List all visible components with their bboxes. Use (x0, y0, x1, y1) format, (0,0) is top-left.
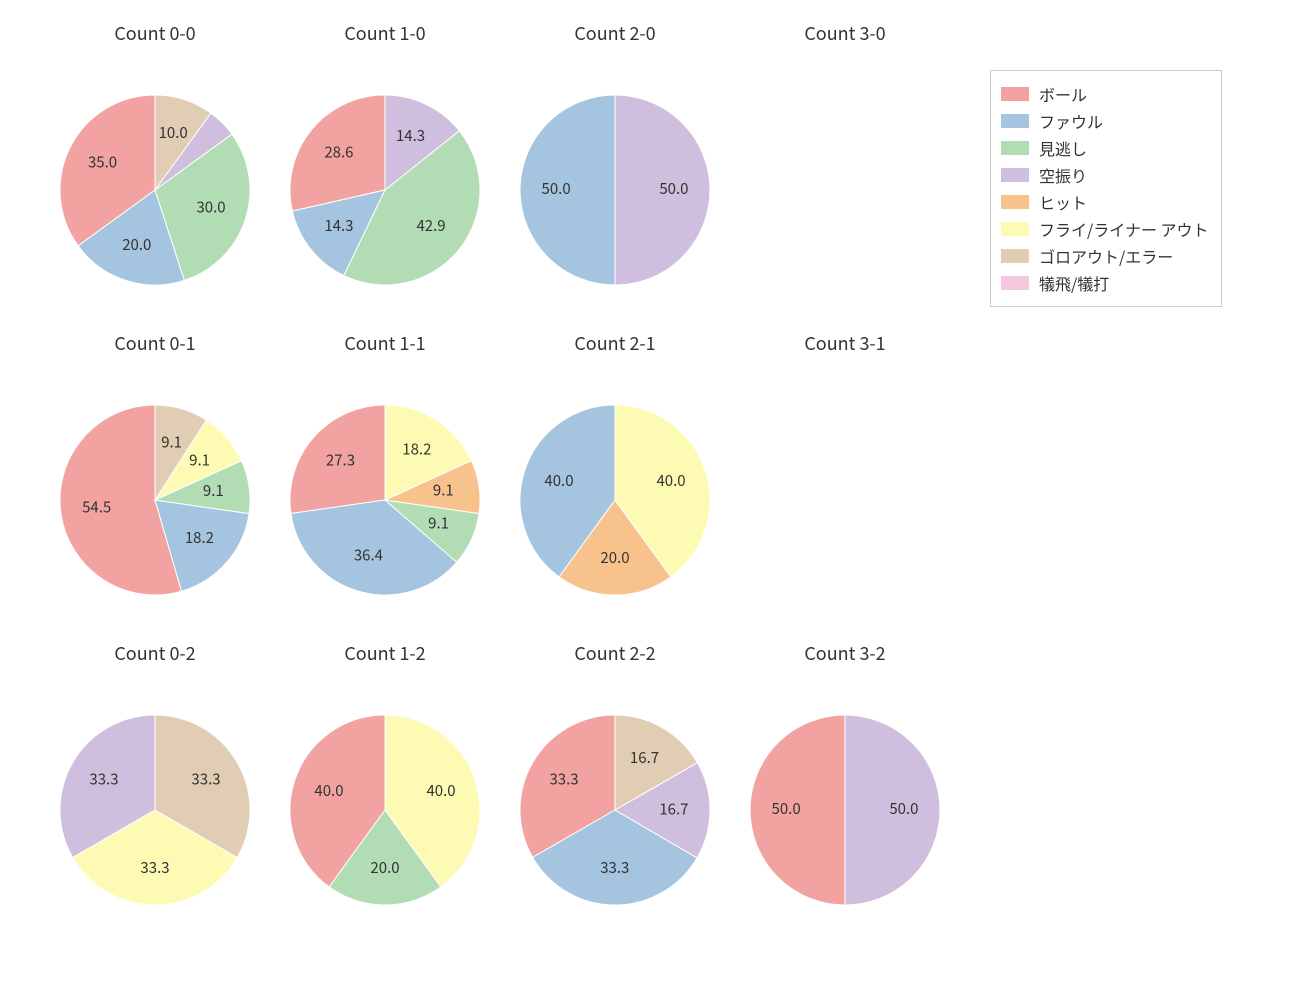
pie-slice-label: 9.1 (433, 480, 454, 501)
panel-title: Count 3-1 (730, 330, 960, 356)
pie-slice-label: 50.0 (659, 178, 688, 199)
legend-label: ファウル (1039, 109, 1103, 133)
pie-slice-label: 28.6 (324, 141, 353, 162)
pie-slice-label: 14.3 (396, 125, 425, 146)
pie-chart: 33.3 33.3 33.3 (40, 640, 270, 940)
pie-slice-label: 50.0 (772, 798, 801, 819)
pie-chart: 50.0 50.0 (730, 640, 960, 940)
pie-slice-label: 20.0 (600, 547, 629, 568)
panel-c00: Count 0-035.020.030.010.0 (40, 20, 270, 320)
legend-item: フライ/ライナー アウト (1001, 217, 1209, 241)
pie-slice-label: 9.1 (428, 513, 449, 534)
pie-slice-label: 14.3 (324, 215, 353, 236)
legend-swatch (1001, 168, 1029, 182)
pie-chart: 40.0 20.0 40.0 (270, 640, 500, 940)
pie-slice-label: 18.2 (185, 527, 214, 548)
pie-slice-label: 33.3 (89, 769, 118, 790)
legend-swatch (1001, 276, 1029, 290)
panel-c21: Count 2-140.020.040.0 (500, 330, 730, 630)
legend-item: ファウル (1001, 109, 1209, 133)
pie-chart: 33.3 33.3 16.7 16.7 (500, 640, 730, 940)
pie-chart: 28.6 14.3 42.9 14.3 (270, 20, 500, 320)
pie-slice-label: 16.7 (659, 798, 688, 819)
legend-label: 犠飛/犠打 (1039, 271, 1109, 295)
pie-chart: 54.5 18.2 9.1 9.1 9.1 (40, 330, 270, 630)
legend: ボールファウル見逃し空振りヒットフライ/ライナー アウトゴロアウト/エラー犠飛/… (990, 70, 1222, 307)
pie-slice-label: 40.0 (544, 470, 573, 491)
legend-label: ゴロアウト/エラー (1039, 244, 1173, 268)
pie-slice-label: 30.0 (196, 196, 225, 217)
legend-item: ヒット (1001, 190, 1209, 214)
panel-c02: Count 0-233.333.333.3 (40, 640, 270, 940)
legend-label: 空振り (1039, 163, 1087, 187)
legend-swatch (1001, 249, 1029, 263)
pie-slice-label: 40.0 (426, 780, 455, 801)
legend-item: 空振り (1001, 163, 1209, 187)
pie-slice-label: 9.1 (161, 432, 182, 453)
chart-grid: Count 0-035.020.030.010.0Count 1-028.614… (0, 0, 1300, 1000)
pie-slice-label: 27.3 (326, 450, 355, 471)
panel-c31: Count 3-1 (730, 330, 960, 630)
legend-swatch (1001, 195, 1029, 209)
panel-c22: Count 2-233.333.316.716.7 (500, 640, 730, 940)
legend-item: ボール (1001, 82, 1209, 106)
pie-slice-label: 50.0 (542, 178, 571, 199)
legend-item: 犠飛/犠打 (1001, 271, 1209, 295)
pie-chart: 40.0 20.0 40.0 (500, 330, 730, 630)
pie-slice-label: 10.0 (159, 122, 188, 143)
panel-c10: Count 1-028.614.342.914.3 (270, 20, 500, 320)
pie-slice-label: 33.3 (549, 769, 578, 790)
legend-label: ヒット (1039, 190, 1087, 214)
pie-chart: 27.336.49.19.118.2 (270, 330, 500, 630)
panel-c20: Count 2-050.050.0 (500, 20, 730, 320)
panel-c12: Count 1-240.020.040.0 (270, 640, 500, 940)
panel-c01: Count 0-154.518.29.19.19.1 (40, 330, 270, 630)
legend-item: 見逃し (1001, 136, 1209, 160)
pie-slice-label: 40.0 (656, 470, 685, 491)
legend-item: ゴロアウト/エラー (1001, 244, 1209, 268)
panel-title: Count 3-0 (730, 20, 960, 46)
panel-c30: Count 3-0 (730, 20, 960, 320)
legend-label: フライ/ライナー アウト (1039, 217, 1209, 241)
pie-slice-label: 20.0 (370, 857, 399, 878)
pie-slice-label: 33.3 (191, 769, 220, 790)
legend-swatch (1001, 87, 1029, 101)
panel-c11: Count 1-127.336.49.19.118.2 (270, 330, 500, 630)
pie-slice-label: 40.0 (314, 780, 343, 801)
legend-label: ボール (1039, 82, 1087, 106)
pie-slice-label: 33.3 (140, 857, 169, 878)
pie-slice-label: 36.4 (354, 545, 383, 566)
panel-c32: Count 3-250.050.0 (730, 640, 960, 940)
pie-slice-label: 9.1 (189, 450, 210, 471)
pie-slice-label: 20.0 (122, 234, 151, 255)
legend-label: 見逃し (1039, 136, 1087, 160)
pie-chart: 50.0 50.0 (500, 20, 730, 320)
pie-slice-label: 9.1 (203, 480, 224, 501)
pie-slice-label: 42.9 (416, 215, 445, 236)
pie-slice-label: 16.7 (630, 747, 659, 768)
pie-chart: 35.0 20.0 30.0 10.0 (40, 20, 270, 320)
legend-swatch (1001, 222, 1029, 236)
legend-swatch (1001, 141, 1029, 155)
pie-slice-label: 33.3 (600, 857, 629, 878)
pie-slice-label: 35.0 (88, 151, 117, 172)
pie-slice-label: 54.5 (82, 496, 111, 517)
pie-slice-label: 50.0 (889, 798, 918, 819)
pie-slice-label: 18.2 (402, 439, 431, 460)
legend-swatch (1001, 114, 1029, 128)
